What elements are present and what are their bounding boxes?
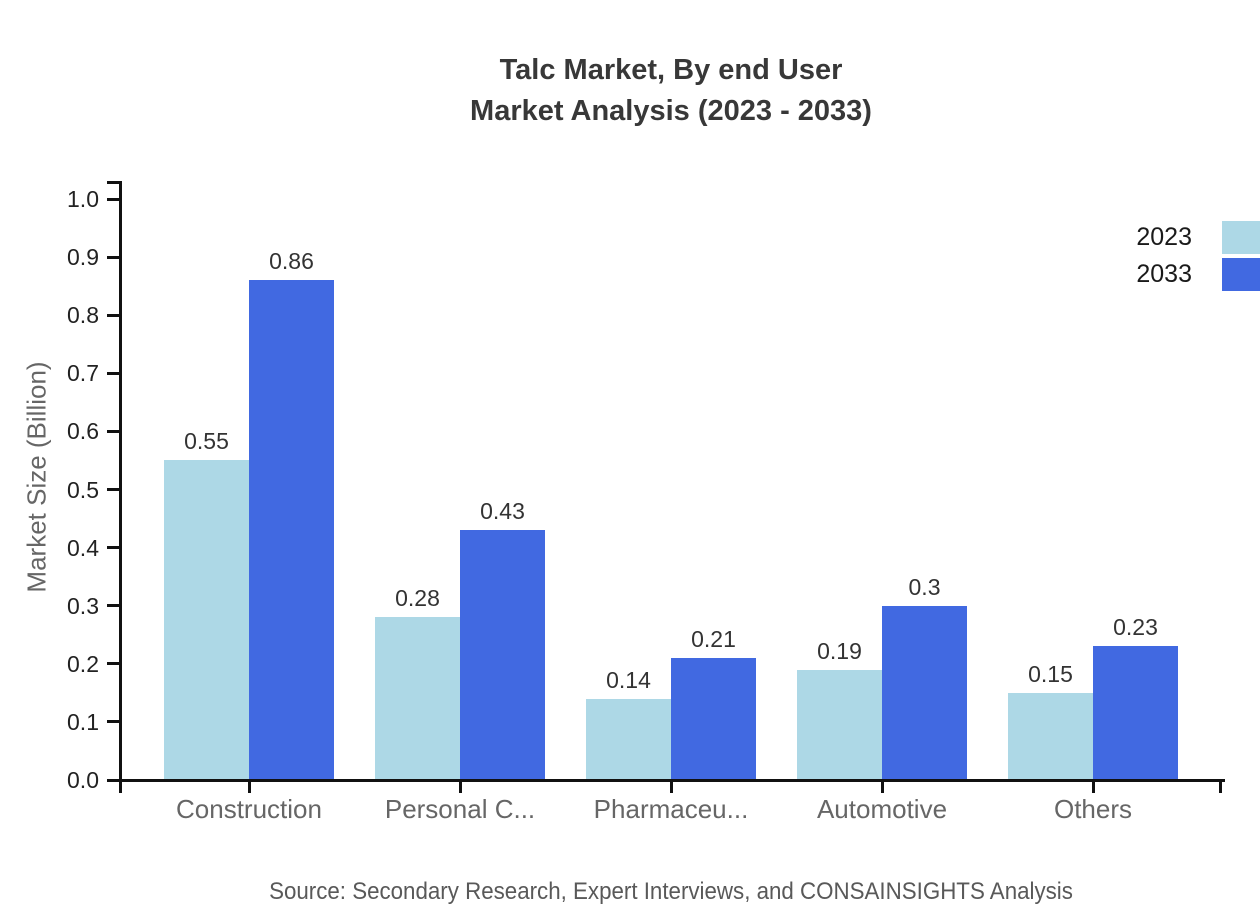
bar-value-label: 0.15: [1028, 660, 1073, 687]
y-tick-label: 0.7: [67, 360, 99, 387]
category-label-personal-c: Personal C...: [384, 794, 536, 824]
legend-item-2023: 2023: [1136, 221, 1260, 254]
legend-label-2023: 2023: [1136, 223, 1192, 251]
bar-value-label: 0.28: [395, 585, 440, 612]
y-tick: [107, 720, 120, 724]
bar-value-label: 0.14: [606, 666, 651, 693]
x-tick: [247, 780, 251, 793]
bar-2023-automotive: [797, 669, 882, 780]
y-tick-label: 0.9: [67, 244, 99, 271]
bar-value-label: 0.21: [691, 625, 736, 652]
category-label-pharmaceu: Pharmaceu...: [593, 794, 749, 824]
y-tick: [107, 662, 120, 666]
legend: 2023 2033: [1136, 221, 1260, 291]
y-tick: [107, 488, 120, 491]
bar-value-label: 0.43: [480, 498, 525, 525]
y-tick-label: 1.0: [67, 186, 99, 212]
bar-2023-construction: [164, 460, 249, 780]
x-tick: [669, 780, 673, 793]
y-tick-label: 0.6: [67, 418, 99, 445]
y-axis-top-cap: [107, 181, 120, 184]
y-tick-label: 0.4: [67, 534, 99, 561]
bar-value-label: 0.19: [817, 637, 862, 664]
y-tick: [107, 255, 120, 259]
category-label-others: Others: [1053, 794, 1133, 824]
y-tick: [107, 313, 120, 317]
y-tick-label: 0.0: [67, 767, 99, 793]
y-tick-label: 0.3: [67, 592, 99, 619]
bar-value-label: 0.55: [184, 428, 229, 455]
y-tick: [107, 371, 120, 375]
y-tick: [107, 197, 120, 201]
chart-title-line2: Market Analysis (2023 - 2033): [470, 95, 872, 127]
bar-2033-automotive: [882, 605, 967, 780]
category-label-construction: Construction: [176, 794, 322, 824]
y-tick: [107, 604, 120, 608]
bar-value-label: 0.3: [908, 573, 941, 600]
bar-2023-personal-c: [375, 617, 460, 780]
y-tick-label: 0.2: [67, 650, 99, 677]
bar-value-label: 0.23: [1113, 614, 1158, 641]
chart-title-line1: Talc Market, By end User: [499, 54, 843, 86]
y-tick: [107, 546, 120, 550]
bar-2023-pharmaceu: [586, 698, 671, 780]
y-tick-label: 0.1: [67, 708, 99, 735]
bar-2033-construction: [249, 280, 334, 780]
y-tick: [107, 778, 120, 782]
chart-title: Talc Market, By end User Market Analysis…: [120, 50, 1222, 132]
source-attribution: Source: Secondary Research, Expert Inter…: [269, 878, 1073, 905]
x-axis-end-cap: [1219, 780, 1222, 793]
bar-value-label: 0.86: [269, 248, 314, 275]
legend-label-2033: 2033: [1136, 260, 1192, 288]
legend-item-2033: 2033: [1136, 258, 1260, 291]
legend-swatch-2023: [1222, 221, 1260, 254]
y-tick: [107, 429, 120, 433]
bar-2033-others: [1093, 646, 1178, 780]
y-tick-label: 0.5: [67, 476, 99, 503]
bar-2033-personal-c: [460, 530, 545, 780]
legend-swatch-2033: [1222, 258, 1260, 291]
x-tick: [1091, 780, 1095, 793]
x-tick: [880, 780, 884, 793]
category-label-automotive: Automotive: [816, 794, 948, 824]
bar-2023-others: [1008, 692, 1093, 780]
x-tick: [458, 780, 462, 793]
bar-2033-pharmaceu: [671, 657, 756, 780]
y-axis-line: [118, 181, 122, 793]
y-tick-label: 0.8: [67, 302, 99, 329]
